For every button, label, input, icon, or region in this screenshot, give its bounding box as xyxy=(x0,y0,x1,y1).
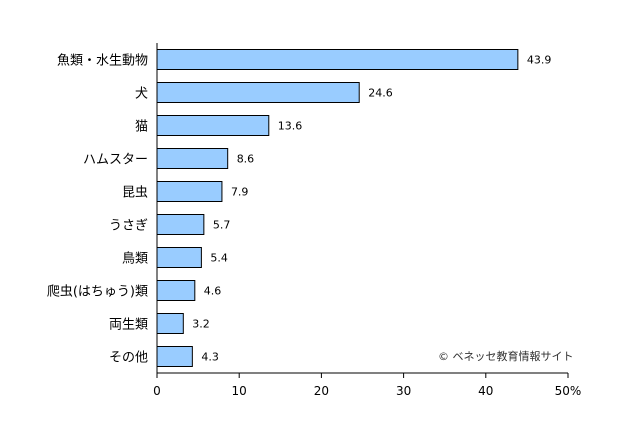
category-label: 猫 xyxy=(135,120,148,135)
value-label: 4.6 xyxy=(204,285,222,298)
x-tick-label: 0 xyxy=(153,384,161,398)
value-label: 13.6 xyxy=(278,120,303,133)
bar xyxy=(156,181,223,202)
bar xyxy=(156,214,205,235)
value-label: 8.6 xyxy=(237,153,255,166)
bar xyxy=(156,346,193,367)
category-label: ハムスター xyxy=(83,153,148,168)
bar xyxy=(156,148,229,169)
x-tick-label: 40 xyxy=(478,384,493,398)
bar xyxy=(156,115,270,136)
watermark-text: © ベネッセ教育情報サイト xyxy=(438,349,574,363)
category-label: 爬虫(はちゅう)類 xyxy=(47,285,148,300)
value-label: 4.3 xyxy=(201,351,219,364)
value-label: 5.4 xyxy=(210,252,228,265)
category-label: 両生類 xyxy=(109,318,148,333)
value-label: 24.6 xyxy=(368,87,393,100)
value-label: 5.7 xyxy=(213,219,231,232)
bars-group xyxy=(156,49,519,367)
value-label: 3.2 xyxy=(192,318,210,331)
value-label: 7.9 xyxy=(231,186,249,199)
x-tick-label: 20 xyxy=(314,384,329,398)
x-tick-label: 10 xyxy=(232,384,247,398)
value-label: 43.9 xyxy=(527,54,552,67)
category-label: 魚類・水生動物 xyxy=(57,54,148,69)
bar xyxy=(156,313,184,334)
bar xyxy=(156,49,519,70)
x-axis-ticks: 0 10 20 30 40 50% xyxy=(153,373,581,398)
bar xyxy=(156,247,202,268)
bar xyxy=(156,82,360,103)
category-label: 昆虫 xyxy=(122,186,148,201)
category-label: その他 xyxy=(109,351,148,366)
category-label: 犬 xyxy=(135,87,148,102)
category-label: 鳥類 xyxy=(122,252,148,267)
value-labels: 43.9 24.6 13.6 8.6 7.9 5.7 5.4 4.6 3.2 4.3 xyxy=(192,54,551,364)
category-label: うさぎ xyxy=(109,219,148,234)
bar xyxy=(156,280,196,301)
x-tick-label: 50% xyxy=(555,384,582,398)
x-tick-label: 30 xyxy=(396,384,411,398)
